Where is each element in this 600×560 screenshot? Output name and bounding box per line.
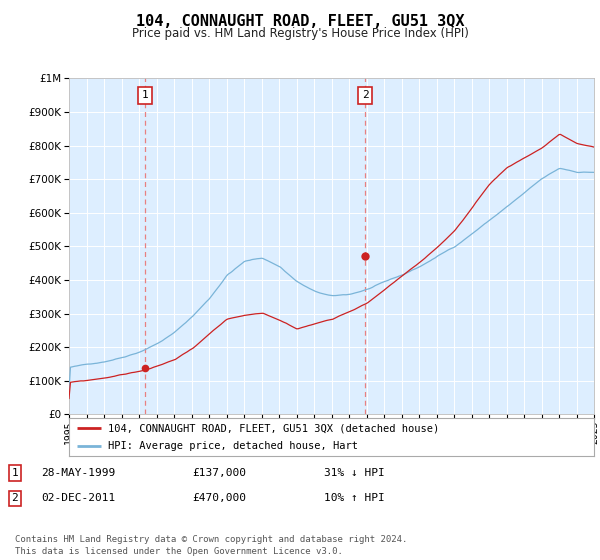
Text: 02-DEC-2011: 02-DEC-2011 (41, 493, 115, 503)
Text: 104, CONNAUGHT ROAD, FLEET, GU51 3QX: 104, CONNAUGHT ROAD, FLEET, GU51 3QX (136, 14, 464, 29)
Text: Price paid vs. HM Land Registry's House Price Index (HPI): Price paid vs. HM Land Registry's House … (131, 27, 469, 40)
Text: Contains HM Land Registry data © Crown copyright and database right 2024.
This d: Contains HM Land Registry data © Crown c… (15, 535, 407, 556)
Text: £137,000: £137,000 (192, 468, 246, 478)
Text: 10% ↑ HPI: 10% ↑ HPI (324, 493, 385, 503)
Text: 31% ↓ HPI: 31% ↓ HPI (324, 468, 385, 478)
Text: HPI: Average price, detached house, Hart: HPI: Average price, detached house, Hart (109, 441, 358, 451)
Text: 2: 2 (11, 493, 19, 503)
Text: 28-MAY-1999: 28-MAY-1999 (41, 468, 115, 478)
Text: £470,000: £470,000 (192, 493, 246, 503)
Text: 104, CONNAUGHT ROAD, FLEET, GU51 3QX (detached house): 104, CONNAUGHT ROAD, FLEET, GU51 3QX (de… (109, 423, 440, 433)
Text: 2: 2 (362, 90, 368, 100)
Text: 1: 1 (142, 90, 148, 100)
Text: 1: 1 (11, 468, 19, 478)
